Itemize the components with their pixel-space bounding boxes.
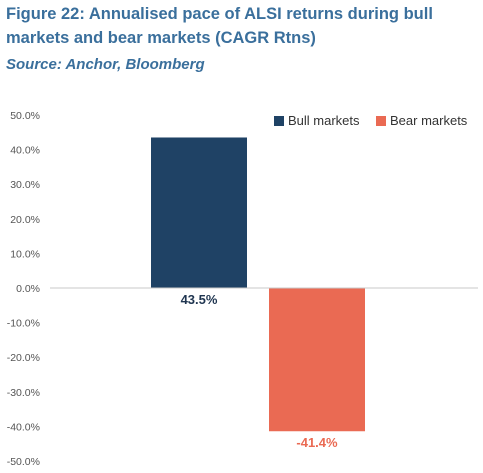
data-label: -41.4%	[296, 435, 338, 450]
legend-swatch	[274, 116, 284, 126]
y-tick-label: 30.0%	[10, 179, 40, 191]
data-labels: 43.5% -41.4%	[181, 292, 338, 450]
legend-swatch	[376, 116, 386, 126]
chart-title: Figure 22: Annualised pace of ALSI retur…	[6, 5, 433, 47]
legend: Bull markets Bear markets	[274, 113, 468, 128]
y-tick-label: -20.0%	[7, 352, 40, 364]
y-axis: 50.0% 40.0% 30.0% 20.0% 10.0% 0.0% -10.0% -20.0…	[7, 110, 40, 468]
bar-bull-markets	[151, 137, 247, 288]
legend-label: Bull markets	[288, 113, 360, 128]
y-tick-label: -40.0%	[7, 421, 40, 433]
y-tick-label: -50.0%	[7, 456, 40, 468]
bars	[151, 137, 365, 432]
data-label: 43.5%	[181, 292, 218, 307]
y-tick-label: 10.0%	[10, 248, 40, 260]
y-tick-label: 0.0%	[16, 283, 40, 295]
legend-label: Bear markets	[390, 113, 468, 128]
y-tick-label: 50.0%	[10, 110, 40, 122]
y-tick-label: 20.0%	[10, 214, 40, 226]
y-tick-label: -30.0%	[7, 387, 40, 399]
bar-bear-markets	[269, 288, 365, 432]
chart-source: Source: Anchor, Bloomberg	[6, 56, 205, 73]
y-tick-label: -10.0%	[7, 318, 40, 330]
y-tick-label: 40.0%	[10, 145, 40, 157]
